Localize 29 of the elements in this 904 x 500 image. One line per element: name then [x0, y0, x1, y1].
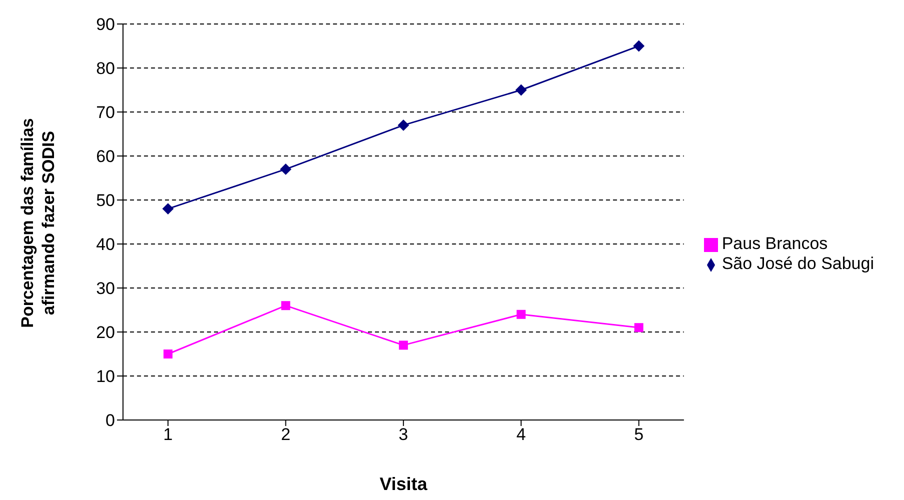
point: [398, 340, 408, 350]
legend-label: São José do Sabugi: [722, 254, 874, 273]
x-tick-label: 4: [516, 425, 526, 444]
y-tick-label: 30: [96, 279, 115, 298]
x-tick-label: 3: [398, 425, 408, 444]
x-tick-label: 5: [634, 425, 644, 444]
y-tick-label: 70: [96, 103, 115, 122]
point: [516, 84, 527, 96]
y-tick-label: 50: [96, 191, 115, 210]
point: [162, 203, 174, 214]
point: [398, 120, 409, 131]
y-tick-label: 90: [96, 15, 115, 34]
point: [633, 40, 644, 52]
y-tick-label: 80: [96, 59, 115, 78]
y-tick-label: 10: [96, 367, 115, 386]
x-axis-title: Visita: [380, 474, 428, 494]
y-tick-label: 40: [96, 235, 115, 254]
point: [634, 323, 644, 332]
point: [164, 350, 172, 358]
x-tick-label: 2: [280, 425, 290, 444]
legend-label: Paus Brancos: [722, 234, 828, 253]
y-axis-title: Porcentagem das famílias afirmando fazer SODIS: [18, 118, 58, 328]
point: [281, 301, 290, 310]
point: [516, 310, 526, 319]
point: [280, 164, 292, 175]
x-tick-label: 1: [163, 425, 173, 444]
y-tick-label: 0: [106, 411, 115, 430]
y-tick-label: 20: [96, 323, 115, 342]
y-tick-label: 60: [96, 147, 115, 166]
